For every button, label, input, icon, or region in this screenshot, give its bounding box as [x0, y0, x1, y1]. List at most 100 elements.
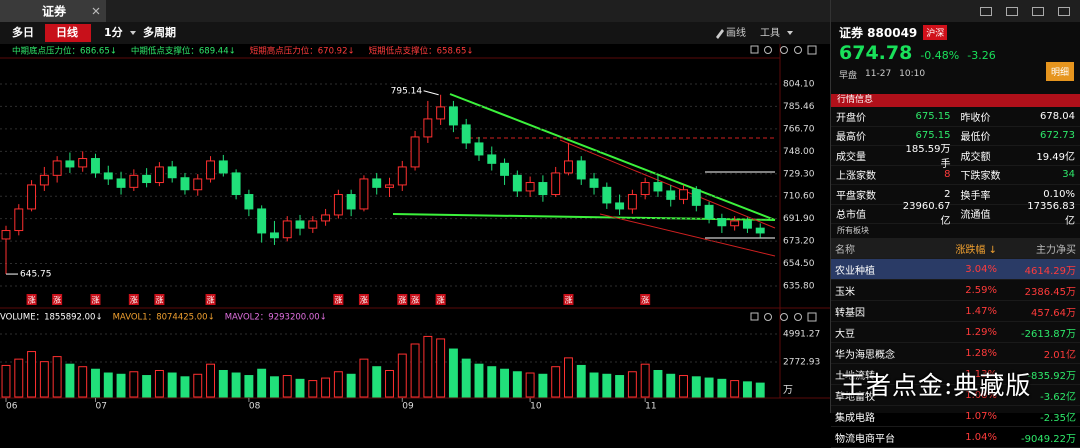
section-header: 行情信息	[831, 94, 1080, 107]
candle-body	[474, 142, 484, 156]
sector-pct: 1.04%	[965, 431, 997, 443]
quote-label: 最低价	[960, 132, 991, 144]
candle-body	[615, 202, 625, 210]
candle-body	[308, 220, 318, 229]
volume-bar	[269, 376, 279, 398]
window-button[interactable]	[980, 6, 992, 16]
sector-row[interactable]: 集成电路 1.07% -2.35亿	[831, 406, 1080, 427]
x-tick-label: 10	[530, 402, 542, 412]
volume-tick-label: 4991.27	[783, 330, 820, 340]
sector-row[interactable]: 转基因 1.47% 457.64万	[831, 301, 1080, 322]
price-tick-label: 635.80	[783, 282, 815, 292]
sector-net-buy: -835.92万	[1027, 370, 1076, 382]
draw-button[interactable]: 画线	[726, 26, 746, 39]
volume-label: VOLUME：1855892.00↓	[0, 313, 103, 323]
candle-body	[589, 178, 599, 188]
x-tick-label: 06	[6, 402, 18, 412]
candle-body	[461, 124, 471, 144]
candle-body	[167, 166, 177, 179]
candle-body	[27, 184, 37, 210]
sector-net-buy: -2613.87万	[1021, 328, 1076, 340]
candle-body	[653, 182, 663, 192]
sector-pct: 2.59%	[965, 284, 997, 296]
sector-row[interactable]: 玉米 2.59% 2386.45万	[831, 280, 1080, 301]
change: -3.26	[967, 49, 996, 62]
sector-pct: 1.07%	[965, 410, 997, 422]
volume-bar	[576, 364, 586, 398]
candle-body	[295, 220, 305, 229]
sector-pct: 1.47%	[965, 305, 997, 317]
limit-up-label: 涨	[207, 295, 215, 305]
quote-table: 开盘价 675.15 昨收价 678.04 最高价 675.15 最低价 672.73 成交量 1…	[831, 107, 1080, 227]
candle-body	[602, 186, 612, 204]
sector-net-buy: -9049.22万	[1021, 433, 1076, 445]
sector-row[interactable]: 大豆 1.29% -2613.87万	[831, 322, 1080, 343]
header-cell[interactable]: 主力净买	[1036, 244, 1076, 256]
quote-label: 平盘家数	[836, 190, 876, 202]
candle-body	[333, 194, 343, 216]
tab-close[interactable]	[92, 7, 100, 15]
candle-body	[359, 178, 369, 210]
volume-bar	[193, 373, 203, 398]
sector-row[interactable]: 农业种植 3.04% 4614.29万	[831, 259, 1080, 280]
tools-button[interactable]: 工具	[760, 27, 780, 39]
sector-row[interactable]: 华为海思概念 1.28% 2.01亿	[831, 343, 1080, 364]
header-cell[interactable]: 名称	[835, 244, 855, 256]
limit-up-badge	[410, 294, 421, 305]
window-controls	[831, 0, 1080, 22]
volume-bar	[180, 376, 190, 398]
price-tick-label: 804.10	[783, 80, 815, 90]
date: 11-27	[865, 69, 892, 79]
sector-row[interactable]: 草地畜牧 1.08% -3.62亿	[831, 385, 1080, 406]
volume-bar	[564, 357, 573, 398]
candle-body	[704, 204, 714, 220]
candle-body	[691, 189, 701, 206]
detail-button[interactable]: 明细	[1045, 62, 1074, 81]
period-button[interactable]: 多日	[12, 25, 34, 39]
panel-icons	[750, 45, 817, 322]
limit-up-badge	[397, 294, 408, 305]
sector-name: 玉米	[835, 286, 855, 298]
period-button[interactable]: 日线	[56, 25, 78, 39]
x-tick-label: 09	[402, 402, 414, 412]
price-tick-label: 710.60	[783, 192, 815, 202]
volume-bar	[129, 371, 139, 398]
indicator-label: 短期低点支撑位：658.65↓	[369, 46, 474, 57]
volume-bar	[538, 373, 548, 398]
candle-body	[116, 178, 126, 188]
quote-label: 开盘价	[836, 112, 866, 124]
tab[interactable]	[0, 0, 106, 22]
quote-value: 23960.67亿	[902, 200, 951, 227]
sector-name: 华为海思概念	[835, 349, 895, 361]
period-button[interactable]: 1分	[104, 25, 123, 39]
limit-up-badge	[154, 294, 165, 305]
candle-body	[103, 172, 113, 180]
header-cell[interactable]: 涨跌幅 ↓	[955, 244, 997, 256]
sector-row[interactable]: 土地流转 1.13% -835.92万	[831, 364, 1080, 385]
quote-value: 17356.83亿	[1027, 200, 1075, 227]
volume-bar	[52, 356, 62, 398]
candle-body	[346, 194, 356, 210]
price-tick-label: 748.00	[783, 147, 815, 157]
candle-body	[282, 220, 292, 239]
limit-up-label: 涨	[28, 295, 36, 305]
sector-row[interactable]: 物流电商平台 1.04% -9049.22万	[831, 427, 1080, 448]
limit-up-badge	[563, 294, 574, 305]
limit-up-badge	[435, 294, 446, 305]
quote-label: 流通值	[960, 210, 991, 222]
sector-net-buy: -3.62亿	[1040, 391, 1076, 403]
volume-bar	[346, 373, 356, 398]
volume-bar	[321, 377, 331, 398]
volume-bar	[231, 372, 241, 398]
candle-body	[525, 182, 535, 192]
volume-bar	[525, 372, 535, 398]
volume-unit: 万	[783, 385, 793, 396]
volume-bar	[372, 366, 382, 398]
period-button[interactable]: 多周期	[143, 25, 176, 39]
period-selected[interactable]	[45, 24, 91, 42]
window-button[interactable]	[1058, 6, 1070, 16]
window-button[interactable]	[1032, 6, 1044, 16]
volume-tick-label: 2772.93	[783, 357, 820, 367]
window-button[interactable]	[1006, 6, 1018, 16]
